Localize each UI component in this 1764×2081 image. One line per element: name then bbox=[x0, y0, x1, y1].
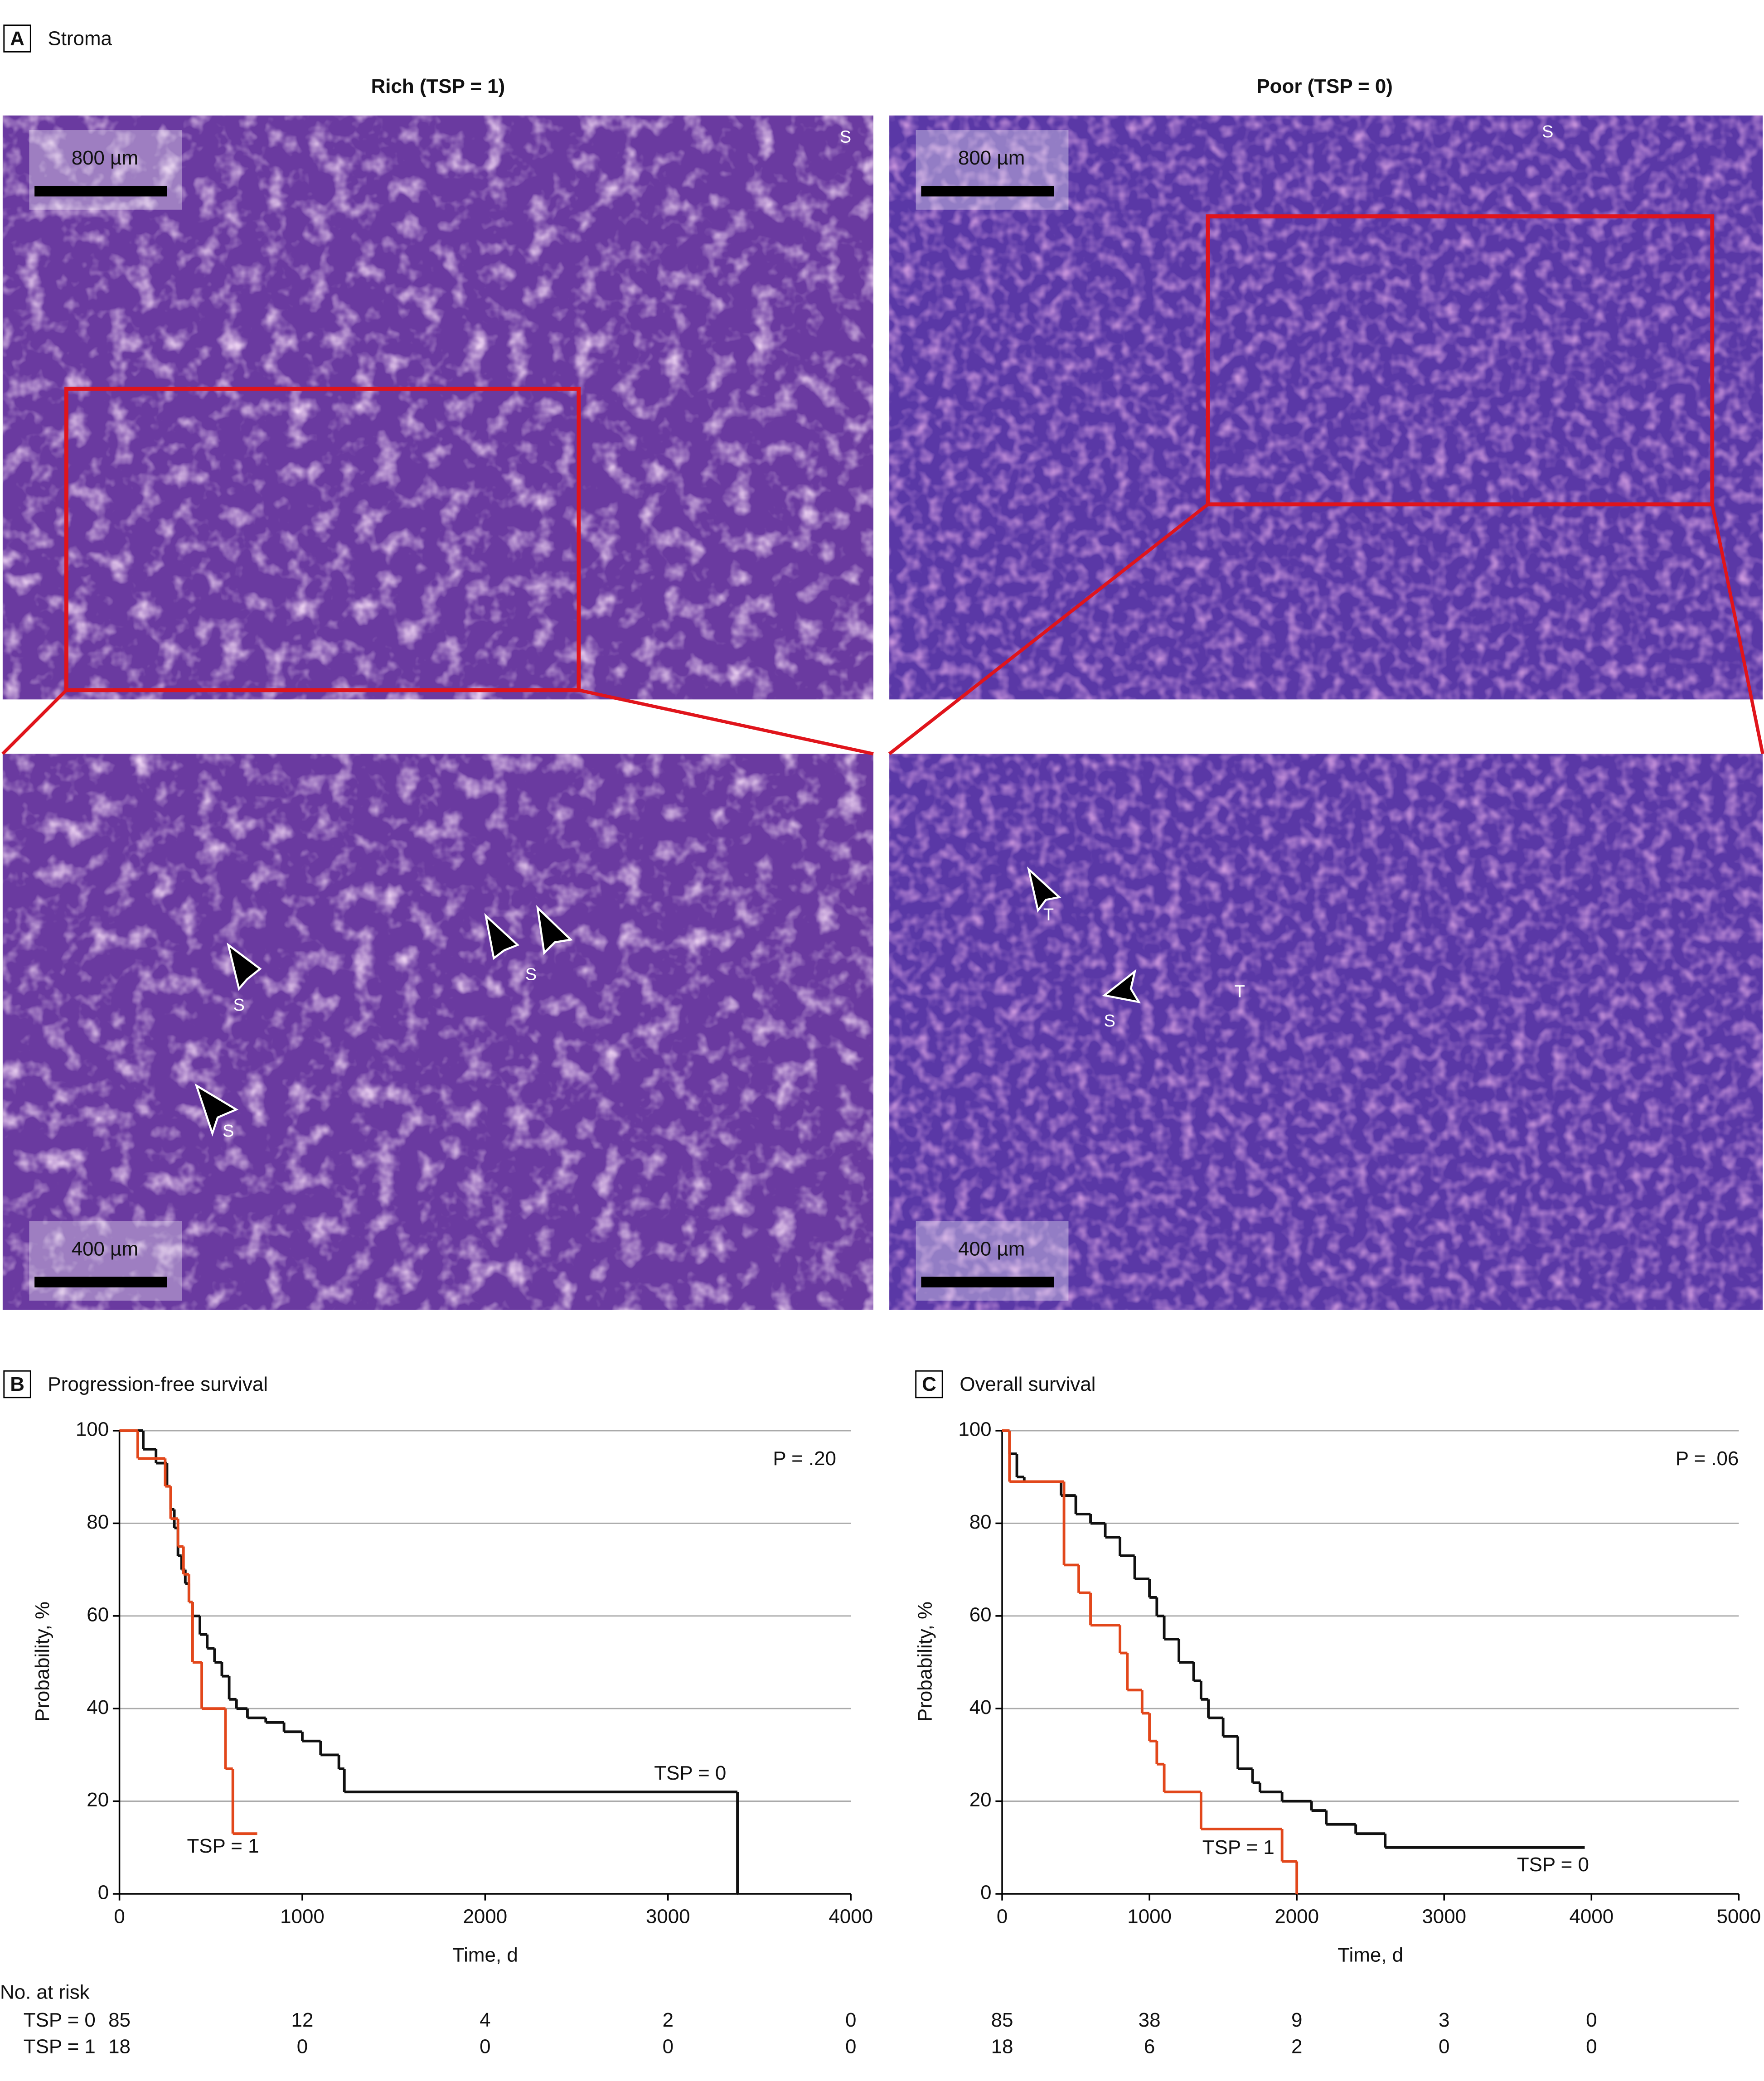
panel-letter: B bbox=[10, 1373, 24, 1395]
series-label: TSP = 1 bbox=[1202, 1836, 1275, 1858]
chart-title: Progression-free survival bbox=[48, 1373, 268, 1395]
at-risk-count: 18 bbox=[991, 2035, 1013, 2057]
at-risk-count: 38 bbox=[1139, 2009, 1161, 2031]
scale-bar-label: 400 µm bbox=[72, 1238, 138, 1260]
x-tick-label: 2000 bbox=[1275, 1905, 1319, 1927]
annotation: T bbox=[1043, 905, 1054, 924]
at-risk-count: 0 bbox=[1586, 2009, 1597, 2031]
panel-letter-box bbox=[915, 1370, 943, 1399]
panel-letter-box bbox=[3, 24, 31, 53]
at-risk-count: 4 bbox=[480, 2009, 490, 2031]
y-tick-label: 40 bbox=[87, 1696, 109, 1718]
x-tick-label: 5000 bbox=[1717, 1905, 1761, 1927]
annotation: S bbox=[840, 128, 851, 147]
annotation: S bbox=[1542, 122, 1553, 141]
at-risk-count: 18 bbox=[108, 2035, 131, 2057]
series-label: TSP = 0 bbox=[1517, 1854, 1589, 1876]
scale-bar-box bbox=[916, 130, 1069, 210]
x-tick-label: 1000 bbox=[1127, 1905, 1172, 1927]
column-title: Poor (TSP = 0) bbox=[1256, 75, 1393, 97]
panel-letter: A bbox=[10, 28, 24, 50]
scale-bar bbox=[34, 186, 167, 197]
scale-bar-label: 800 µm bbox=[958, 147, 1025, 169]
at-risk-count: 0 bbox=[1439, 2035, 1449, 2057]
x-tick-label: 2000 bbox=[463, 1905, 508, 1927]
at-risk-count: 3 bbox=[1439, 2009, 1449, 2031]
x-tick-label: 0 bbox=[114, 1905, 125, 1927]
at-risk-count: 85 bbox=[108, 2009, 131, 2031]
annotation: S bbox=[525, 965, 537, 984]
y-tick-label: 80 bbox=[87, 1511, 109, 1533]
y-tick-label: 20 bbox=[969, 1789, 992, 1811]
at-risk-count: 0 bbox=[297, 2035, 308, 2057]
x-axis-label: Time, d bbox=[1338, 1944, 1403, 1966]
y-axis-label: Probability, % bbox=[914, 1602, 936, 1722]
x-tick-label: 3000 bbox=[646, 1905, 690, 1927]
p-value: P = .20 bbox=[773, 1447, 836, 1470]
survival-curve bbox=[119, 1429, 257, 1835]
x-tick-label: 1000 bbox=[280, 1905, 325, 1927]
risk-row-label: TSP = 0 bbox=[24, 2009, 96, 2031]
at-risk-count: 2 bbox=[1291, 2035, 1302, 2057]
panel-letter: C bbox=[922, 1373, 936, 1395]
panel-title: Stroma bbox=[48, 28, 112, 50]
at-risk-count: 2 bbox=[663, 2009, 674, 2031]
y-tick-label: 60 bbox=[87, 1603, 109, 1626]
x-tick-label: 4000 bbox=[1569, 1905, 1614, 1927]
panel-letter-box bbox=[3, 1370, 31, 1399]
scale-bar bbox=[34, 1277, 167, 1287]
y-tick-label: 0 bbox=[98, 1882, 109, 1904]
survival-curve bbox=[119, 1429, 739, 1895]
survival-curve bbox=[1002, 1429, 1299, 1895]
x-tick-label: 3000 bbox=[1422, 1905, 1466, 1927]
y-tick-label: 100 bbox=[76, 1418, 109, 1441]
at-risk-count: 0 bbox=[663, 2035, 674, 2057]
annotation: S bbox=[1104, 1011, 1115, 1031]
p-value: P = .06 bbox=[1676, 1447, 1739, 1470]
at-risk-count: 0 bbox=[480, 2035, 490, 2057]
at-risk-count: 9 bbox=[1291, 2009, 1302, 2031]
at-risk-count: 85 bbox=[991, 2009, 1013, 2031]
at-risk-count: 6 bbox=[1144, 2035, 1155, 2057]
annotation: S bbox=[233, 996, 244, 1015]
scale-bar-label: 800 µm bbox=[72, 147, 138, 169]
x-axis-label: Time, d bbox=[452, 1944, 518, 1966]
scale-bar-box bbox=[916, 1221, 1069, 1301]
scale-bar-box bbox=[29, 1221, 182, 1301]
scale-bar-label: 400 µm bbox=[958, 1238, 1025, 1260]
y-tick-label: 40 bbox=[969, 1696, 992, 1718]
x-tick-label: 0 bbox=[997, 1905, 1008, 1927]
at-risk-count: 0 bbox=[845, 2009, 856, 2031]
scale-bar-box bbox=[29, 130, 182, 210]
column-title: Rich (TSP = 1) bbox=[371, 75, 505, 97]
at-risk-count: 0 bbox=[1586, 2035, 1597, 2057]
scale-bar bbox=[921, 186, 1054, 197]
x-tick-label: 4000 bbox=[829, 1905, 873, 1927]
series-label: TSP = 0 bbox=[654, 1762, 726, 1784]
chart-title: Overall survival bbox=[960, 1373, 1095, 1395]
survival-curve bbox=[1002, 1429, 1585, 1849]
series-label: TSP = 1 bbox=[187, 1835, 259, 1857]
y-tick-label: 80 bbox=[969, 1511, 992, 1533]
risk-title: No. at risk bbox=[0, 1981, 90, 2003]
risk-row-label: TSP = 1 bbox=[24, 2035, 96, 2057]
annotation: S bbox=[223, 1122, 234, 1141]
y-tick-label: 100 bbox=[958, 1418, 991, 1441]
y-tick-label: 0 bbox=[980, 1882, 991, 1904]
scale-bar bbox=[921, 1277, 1054, 1287]
y-tick-label: 20 bbox=[87, 1789, 109, 1811]
at-risk-count: 12 bbox=[291, 2009, 314, 2031]
y-axis-label: Probability, % bbox=[31, 1602, 53, 1722]
histology-images bbox=[1, 115, 1764, 1310]
y-tick-label: 60 bbox=[969, 1603, 992, 1626]
at-risk-count: 0 bbox=[845, 2035, 856, 2057]
annotation: T bbox=[1235, 982, 1245, 1002]
